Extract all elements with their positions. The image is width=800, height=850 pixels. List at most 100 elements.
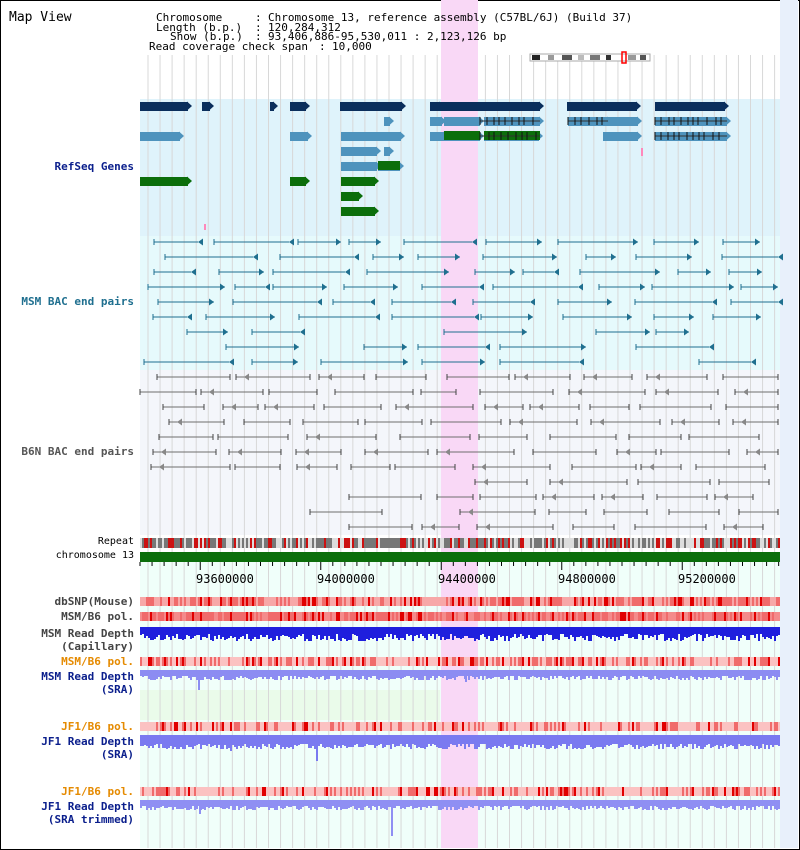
read-depth-bin — [324, 627, 326, 636]
polymorphism-bin — [244, 612, 246, 621]
read-depth-bin — [314, 735, 316, 749]
read-depth-bin — [718, 627, 720, 635]
polymorphism-bin — [496, 657, 498, 666]
read-depth-bin — [632, 735, 634, 747]
polymorphism-bin — [516, 787, 518, 796]
read-depth-bin — [196, 800, 198, 809]
read-depth-bin — [606, 800, 608, 806]
polymorphism-bin — [264, 787, 266, 796]
polymorphism-bin — [220, 722, 222, 731]
repeat-element — [296, 538, 298, 548]
refseq-gene — [270, 102, 274, 111]
axis-tick-label: 94800000 — [558, 572, 616, 586]
repeat-element — [776, 538, 778, 548]
read-depth-bin — [726, 670, 728, 676]
polymorphism-bin — [524, 787, 526, 796]
read-depth-bin — [150, 670, 152, 680]
repeat-element — [216, 538, 218, 548]
read-depth-bin — [454, 670, 456, 680]
polymorphism-bin — [398, 787, 400, 796]
read-depth-bin — [712, 800, 714, 806]
polymorphism-bin — [366, 787, 368, 796]
polymorphism-bin — [324, 612, 326, 621]
read-depth-bin — [322, 800, 324, 807]
polymorphism-bin — [204, 612, 206, 621]
polymorphism-bin — [530, 612, 532, 621]
polymorphism-bin — [590, 657, 592, 666]
read-depth-bin — [146, 735, 148, 746]
polymorphism-bin — [554, 657, 556, 666]
polymorphism-bin — [210, 787, 212, 796]
read-depth-bin — [750, 670, 752, 680]
read-depth-bin — [550, 670, 552, 676]
polymorphism-bin — [762, 597, 764, 606]
polymorphism-bin — [490, 657, 492, 666]
read-depth-bin — [170, 670, 172, 680]
polymorphism-bin — [612, 612, 614, 621]
polymorphism-bin — [616, 597, 618, 606]
read-depth-bin — [250, 670, 252, 680]
read-depth-bin — [620, 670, 622, 677]
repeat-element — [328, 538, 330, 548]
read-depth-bin — [146, 670, 148, 676]
polymorphism-bin — [754, 722, 756, 731]
read-depth-bin — [164, 735, 166, 748]
read-depth-bin — [336, 627, 338, 634]
msm-bac-end — [773, 283, 778, 291]
read-depth-bin — [388, 735, 390, 745]
polymorphism-bin — [384, 612, 386, 621]
b6n-bac-end — [244, 373, 249, 381]
read-depth-bin — [610, 800, 612, 807]
repeat-element — [340, 538, 342, 548]
polymorphism-bin — [576, 722, 578, 731]
polymorphism-bin — [212, 722, 214, 731]
polymorphism-bin — [744, 612, 746, 621]
msm-bac-end — [293, 358, 298, 366]
read-depth-bin — [574, 627, 576, 641]
polymorphism-bin — [260, 597, 262, 606]
read-depth-bin — [242, 800, 244, 807]
read-depth-bin — [158, 670, 160, 677]
polymorphism-bin — [450, 787, 452, 796]
polymorphism-bin — [240, 722, 242, 731]
read-depth-bin — [452, 670, 454, 678]
read-depth-bin — [550, 627, 552, 635]
read-depth-bin — [688, 735, 690, 744]
read-depth-spike — [199, 800, 201, 814]
polymorphism-bin — [352, 597, 354, 606]
polymorphism-bin — [302, 722, 304, 731]
polymorphism-bin — [516, 612, 518, 621]
read-depth-bin — [504, 627, 506, 641]
polymorphism-bin — [618, 722, 620, 731]
read-depth-bin — [370, 735, 372, 745]
polymorphism-bin — [408, 787, 410, 796]
read-depth-bin — [590, 735, 592, 747]
refseq-gene-arrow — [539, 116, 544, 126]
read-depth-bin — [394, 735, 396, 747]
polymorphism-bin — [328, 657, 330, 666]
polymorphism-bin — [170, 597, 172, 606]
polymorphism-bin — [310, 722, 312, 731]
repeat-element — [692, 538, 694, 548]
read-depth-bin — [442, 800, 444, 809]
read-depth-bin — [522, 800, 524, 806]
msm-bac-end — [627, 313, 632, 321]
read-depth-bin — [528, 735, 530, 745]
msm-sra-shade — [140, 690, 440, 720]
refseq-gene — [384, 117, 390, 126]
polymorphism-bin — [220, 657, 222, 666]
polymorphism-bin — [448, 657, 450, 666]
polymorphism-bin — [296, 612, 298, 621]
polymorphism-bin — [158, 597, 160, 606]
read-depth-bin — [590, 670, 592, 676]
polymorphism-bin — [494, 612, 496, 621]
read-depth-bin — [344, 800, 346, 809]
polymorphism-bin — [372, 722, 374, 731]
polymorphism-bin — [346, 612, 348, 621]
polymorphism-bin — [622, 722, 624, 731]
repeat-element — [198, 538, 200, 548]
read-depth-spike — [230, 735, 232, 751]
msm-bac-end — [403, 358, 408, 366]
polymorphism-bin — [408, 612, 410, 621]
